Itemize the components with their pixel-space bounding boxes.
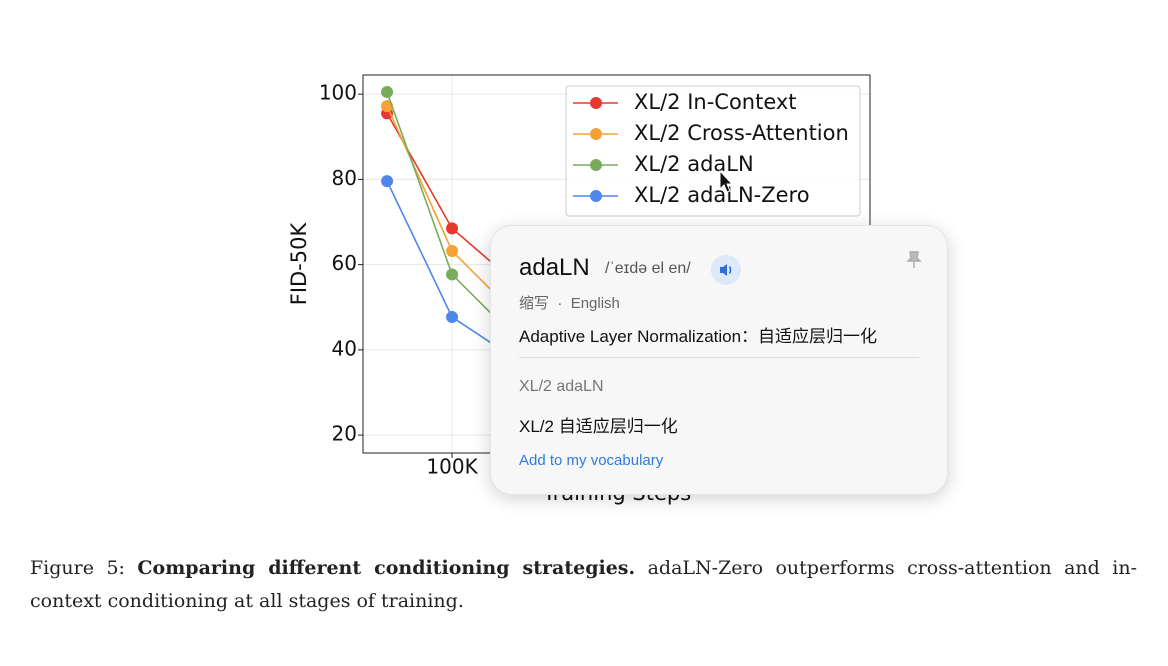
speaker-button[interactable] [711,255,741,285]
legend-marker [590,190,602,202]
legend-marker [590,97,602,109]
data-point [381,100,394,113]
caption-label: Figure 5: [30,557,125,579]
y-axis-label: FID-50K [287,222,311,306]
x-tick-label: 100K [426,455,478,479]
caption-text: adaLN-Zero outperforms cross-attention a… [30,557,1137,612]
legend-label: XL/2 In-Context [634,90,797,114]
dictionary-popup: adaLN /ˈeɪdə el en/ 缩写 · English Adaptiv… [490,225,948,495]
y-tick-label: 80 [332,166,357,190]
caption-bold: Comparing different conditioning strateg… [137,557,636,579]
data-point [446,311,459,324]
data-point [381,175,394,188]
definition: Adaptive Layer Normalization：自适应层归一化 [519,327,878,346]
data-point [446,245,459,258]
word-meta: 缩写 · English [519,292,620,313]
mouse-cursor [719,169,734,193]
speaker-icon [720,264,732,276]
figure-caption: Figure 5: Comparing different conditioni… [30,552,1137,618]
word: adaLN [519,254,590,281]
legend-label: XL/2 Cross-Attention [634,121,849,145]
y-tick-label: 60 [332,251,357,275]
part-of-speech: 缩写 [519,295,550,312]
data-point [381,86,394,99]
example-translation: XL/2 自适应层归一化 [519,417,678,436]
legend-marker [590,128,602,140]
legend-label: XL/2 adaLN [634,152,754,176]
pin-icon[interactable] [905,250,923,270]
y-tick-label: 100 [319,81,357,105]
example: XL/2 adaLN [519,378,604,395]
data-point [446,268,459,281]
separator: · [557,295,563,312]
legend-marker [590,159,602,171]
legend-box [565,85,861,217]
language: English [570,295,620,312]
y-tick-label: 40 [332,336,357,360]
phonetic: /ˈeɪdə el en/ [605,260,691,277]
data-point [446,222,459,235]
divider [519,357,919,358]
add-vocabulary-link[interactable]: Add to my vocabulary [519,452,664,469]
y-tick-label: 20 [332,422,357,446]
